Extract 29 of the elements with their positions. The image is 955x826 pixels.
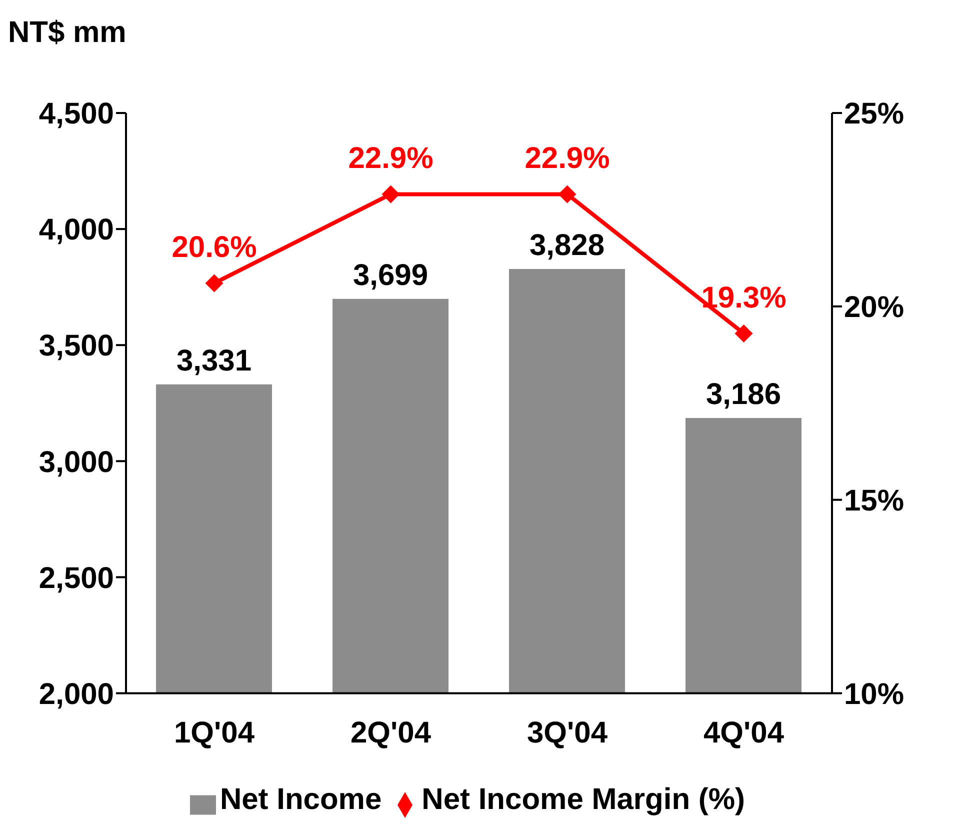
point	[205, 274, 224, 292]
x-tick-label: 4Q'04	[703, 716, 784, 750]
x-tick-label: 3Q'04	[526, 716, 608, 750]
data-label: 20.6%	[172, 231, 257, 264]
y-tick-label: 2,500	[38, 562, 114, 595]
data-label: 3,186	[706, 378, 782, 411]
data-label: 3,828	[529, 228, 605, 262]
y-tick-label: 4,000	[38, 214, 114, 247]
point	[734, 324, 753, 342]
y-tick-label: 2,000	[38, 678, 114, 711]
y2-tick-label: 20%	[844, 291, 904, 324]
data-label: 3,331	[176, 344, 252, 378]
y-tick-label: 3,500	[38, 330, 114, 363]
y2-tick-label: 15%	[844, 484, 904, 518]
y2-tick-label: 10%	[844, 678, 904, 711]
data-label: 19.3%	[701, 281, 786, 314]
y-tick-label: 3,000	[38, 446, 114, 479]
y-axis-title: NT$ mm	[8, 16, 126, 50]
point	[382, 185, 400, 204]
point	[558, 185, 576, 204]
legend-label: Net Income Margin (%)	[422, 783, 746, 816]
legend-label: Net Income	[220, 783, 382, 816]
x-tick-label: 2Q'04	[350, 716, 432, 750]
y2-tick-label: 25%	[844, 98, 904, 131]
data-label: 3,699	[352, 258, 428, 292]
data-label: 22.9%	[348, 142, 434, 176]
data-label: 22.9%	[524, 142, 610, 176]
x-tick-label: 1Q'04	[174, 716, 255, 750]
y-tick-label: 4,500	[38, 98, 114, 131]
